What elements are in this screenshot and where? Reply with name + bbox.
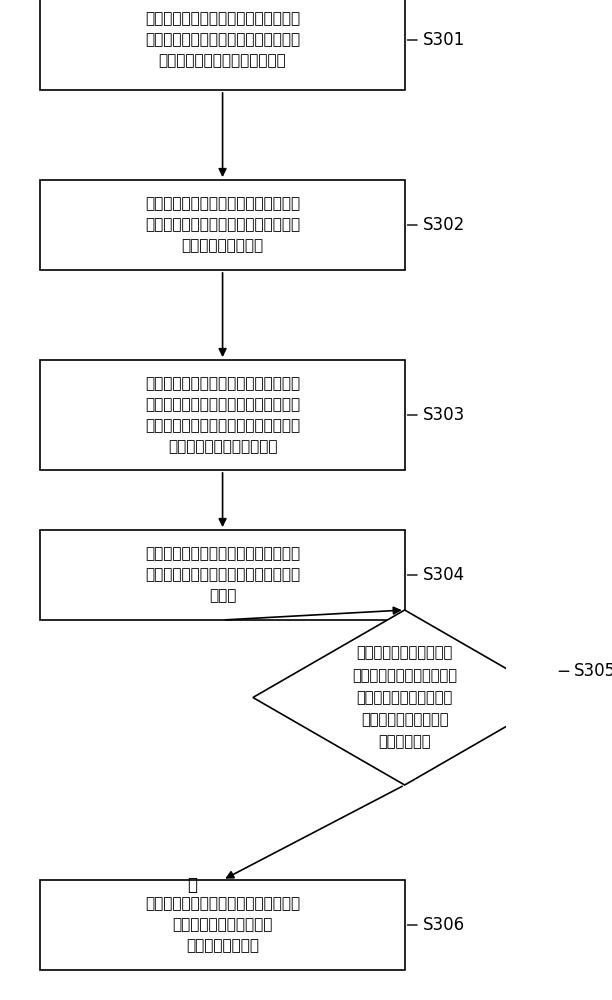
FancyBboxPatch shape [40, 180, 405, 270]
FancyBboxPatch shape [40, 530, 405, 620]
Text: 将当前待检测图像信息输入至热轧线材
钢卷绑带目标检测模型，
生成第二检测结果: 将当前待检测图像信息输入至热轧线材 钢卷绑带目标检测模型， 生成第二检测结果 [145, 896, 300, 954]
Text: 在指定工业场景下设置辅助识别背景板
，并使用工业相机采集多张拥有绑带的
热轧线材钢卷图像作为样本图像: 在指定工业场景下设置辅助识别背景板 ，并使用工业相机采集多张拥有绑带的 热轧线材… [145, 11, 300, 68]
Text: S301: S301 [422, 31, 465, 49]
Polygon shape [253, 610, 556, 785]
FancyBboxPatch shape [40, 880, 405, 970]
Text: 搭建神经网络并利用热轧线材钢卷数据
集和热轧线材钢卷绑带分别进行训练，
得到热轧线材钢卷目标检测模型与热轧
线材钢卷绑带目标检测模型: 搭建神经网络并利用热轧线材钢卷数据 集和热轧线材钢卷绑带分别进行训练， 得到热轧… [145, 376, 300, 454]
Text: 获取当前待检测图像信息，并输入至热
轧线材钢卷目标检测模型，生成第一检
测结果: 获取当前待检测图像信息，并输入至热 轧线材钢卷目标检测模型，生成第一检 测结果 [145, 546, 300, 603]
Text: 对样本图像中的钢卷和绑带分别进行标
注，并制作热轧线材钢卷数据集、热轧
线材钢卷绑带数据集: 对样本图像中的钢卷和绑带分别进行标 注，并制作热轧线材钢卷数据集、热轧 线材钢卷… [145, 196, 300, 253]
Text: S306: S306 [422, 916, 465, 934]
Text: 是: 是 [187, 876, 197, 894]
FancyBboxPatch shape [40, 0, 405, 90]
Text: S304: S304 [422, 566, 465, 584]
Text: S305: S305 [574, 662, 612, 680]
Text: S303: S303 [422, 406, 465, 424]
Text: S302: S302 [422, 216, 465, 234]
FancyBboxPatch shape [40, 360, 405, 470]
Text: 将第一检测结果中的当前
钢卷矩形目标框的位置信息
与感兴趣区域比较，判断
热轧线材钢卷是否位于
感兴趣区域中: 将第一检测结果中的当前 钢卷矩形目标框的位置信息 与感兴趣区域比较，判断 热轧线… [352, 646, 457, 749]
